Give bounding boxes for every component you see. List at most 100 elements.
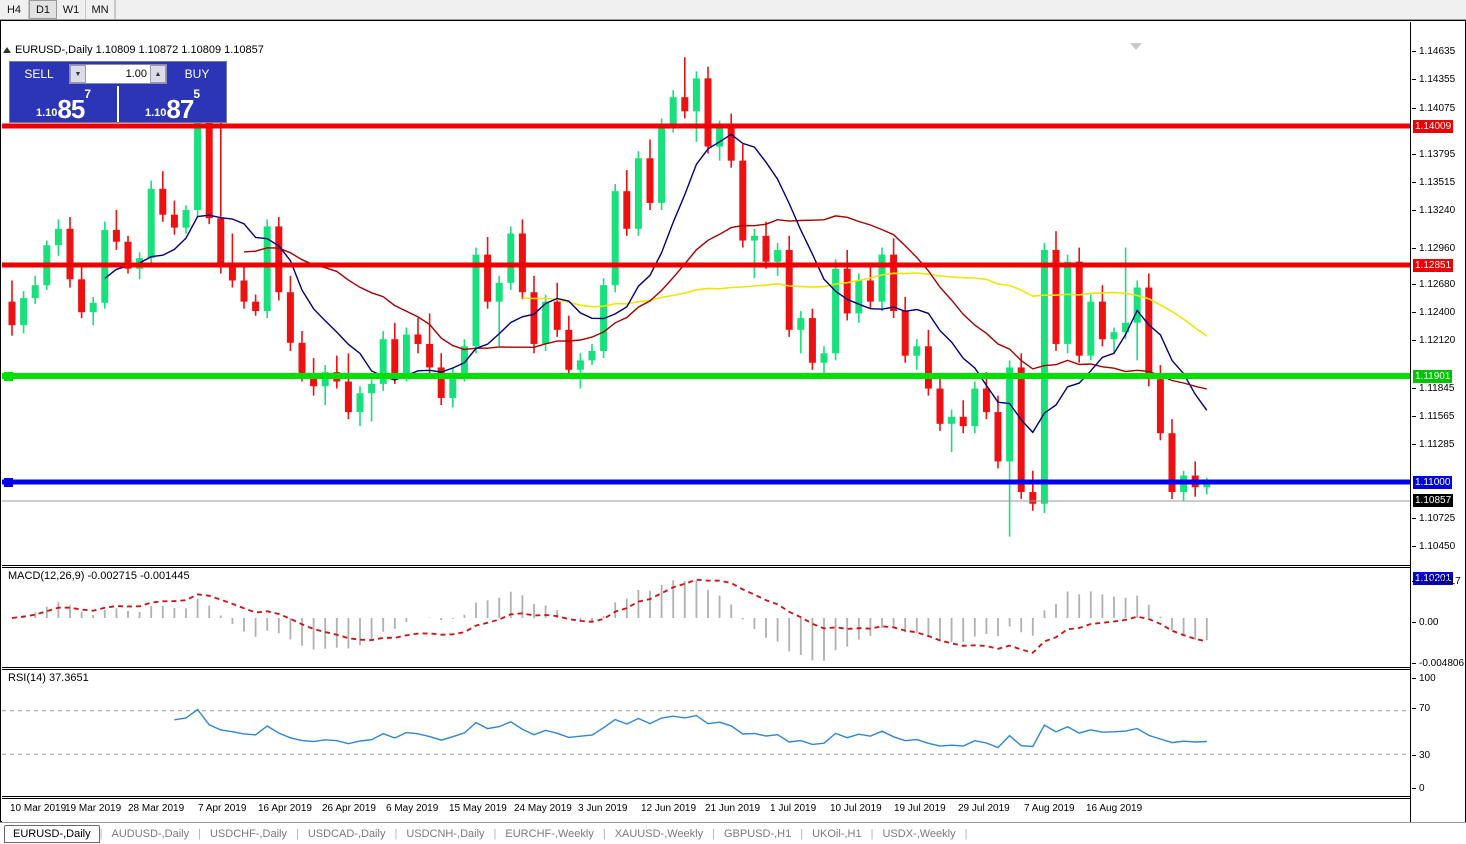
- candle-body: [948, 416, 956, 424]
- candle-body: [205, 108, 213, 219]
- chart-tab-ukoil--h1[interactable]: UKOil-,H1: [812, 827, 862, 840]
- sell-price-big: 85: [57, 94, 85, 124]
- level-1.10201[interactable]: 1.10201: [1413, 572, 1454, 585]
- timeframe-h4[interactable]: H4: [0, 0, 29, 19]
- candle-body: [194, 108, 202, 210]
- price-tick-label: 1.10450: [1419, 540, 1456, 552]
- candle-body: [646, 158, 654, 203]
- resistance-1.14009[interactable]: 1.14009: [1413, 120, 1454, 133]
- date-label: 6 May 2019: [386, 803, 439, 814]
- level-handle[interactable]: [4, 478, 13, 487]
- one-click-trading-panel[interactable]: SELL ▼ 1.00 ▲ BUY 1.10 85 7 1.10 87 5: [9, 61, 227, 123]
- chart-tab-gbpusd--h1[interactable]: GBPUSD-,H1: [723, 827, 792, 840]
- candle-body: [449, 374, 457, 398]
- chart-tab-usdx--weekly[interactable]: USDX-,Weekly: [882, 827, 956, 840]
- toolbar-empty-space: [115, 0, 1466, 19]
- candle-body: [936, 388, 944, 424]
- timeframe-mn[interactable]: MN: [86, 0, 115, 19]
- date-label: 19 Jul 2019: [894, 803, 946, 814]
- candle-body: [414, 334, 422, 344]
- lot-size-input[interactable]: ▼ 1.00 ▲: [69, 64, 167, 84]
- candle-body: [739, 160, 747, 241]
- buy-price-big: 87: [166, 94, 194, 124]
- chart-tab-usdchf--daily[interactable]: USDCHF-,Daily: [209, 827, 287, 840]
- oct-controls-row: SELL ▼ 1.00 ▲ BUY: [10, 62, 226, 86]
- price-pane[interactable]: [2, 22, 1410, 566]
- candle-body: [31, 285, 39, 299]
- date-label: 28 Mar 2019: [128, 803, 185, 814]
- level-1.11000[interactable]: 1.11000: [1413, 476, 1453, 489]
- candle-body: [1098, 301, 1106, 340]
- buy-button[interactable]: BUY: [168, 62, 226, 86]
- candle-body: [565, 329, 573, 370]
- sell-price-quote[interactable]: 1.10 85 7: [10, 86, 117, 122]
- price-scale[interactable]: 1.14635 1.14355 1.14075 1.13795 1.13515 1.132…: [1410, 22, 1465, 822]
- price-tick-label: 1.14355: [1419, 73, 1456, 85]
- price-tick: 1.13795: [1411, 148, 1466, 160]
- resistance-1.12851[interactable]: 1.12851: [1413, 259, 1454, 272]
- symbol-header: EURUSD-,Daily 1.10809 1.10872 1.10809 1.…: [3, 43, 264, 57]
- chart-tab-eurusd--daily[interactable]: EURUSD-,Daily: [4, 824, 100, 843]
- candle-body: [321, 372, 329, 387]
- candle-body: [994, 412, 1002, 462]
- buy-price-quote[interactable]: 1.10 87 5: [117, 86, 226, 122]
- candle-body: [658, 125, 666, 203]
- macd-tick: 0.004517: [1411, 575, 1466, 587]
- chart-frame: MACD(12,26,9) -0.002715 -0.001445 RSI(14…: [0, 20, 1466, 822]
- macd-histogram: [22, 580, 1208, 661]
- price-tick: 1.12680: [1411, 278, 1466, 290]
- buy-price-prefix: 1.10: [144, 107, 167, 119]
- chart-tab-usdcad--daily[interactable]: USDCAD-,Daily: [307, 827, 386, 840]
- date-label: 7 Aug 2019: [1024, 803, 1075, 814]
- chart-tab-eurchf--weekly[interactable]: EURCHF-,Weekly: [505, 827, 594, 840]
- macd-tick-label: 0.004517: [1419, 575, 1461, 587]
- candle-body: [240, 280, 248, 302]
- price-tick-label: 1.14635: [1419, 45, 1456, 57]
- chart-tab-usdcnh--daily[interactable]: USDCNH-,Daily: [406, 827, 485, 840]
- horizontal-level-lines[interactable]: [2, 123, 1410, 566]
- tab-separator: |: [870, 827, 874, 840]
- chart-tab-xauusd--weekly[interactable]: XAUUSD-,Weekly: [614, 827, 704, 840]
- rsi-tick: 100: [1411, 672, 1466, 684]
- date-scale[interactable]: 10 Mar 2019 19 Mar 2019 28 Mar 2019 7 Apr 2…: [2, 798, 1410, 822]
- price-chart-svg: [2, 57, 1410, 566]
- timeframe-d1[interactable]: D1: [29, 0, 57, 19]
- support-1.11901[interactable]: 1.11901: [1413, 370, 1453, 383]
- timeframe-w1[interactable]: W1: [57, 0, 86, 19]
- candle-body: [460, 346, 468, 375]
- last-price-1.10857[interactable]: 1.10857: [1413, 494, 1454, 507]
- candle-body: [1203, 482, 1211, 488]
- candle-body: [913, 346, 921, 356]
- candle-body: [1029, 491, 1037, 504]
- date-label: 16 Apr 2019: [258, 803, 312, 814]
- price-tick: 1.10450: [1411, 540, 1466, 552]
- candle-body: [437, 367, 445, 398]
- candle-body: [252, 301, 260, 312]
- level-handle[interactable]: [4, 372, 13, 381]
- lot-size-value[interactable]: 1.00: [86, 65, 150, 83]
- chart-tab-audusd--daily[interactable]: AUDUSD-,Daily: [111, 827, 190, 840]
- rsi-tick-label: 100: [1419, 672, 1436, 684]
- rsi-line: [174, 708, 1207, 749]
- candle-body: [78, 279, 86, 313]
- candle-body: [310, 374, 318, 387]
- price-tick-label: 1.12120: [1419, 334, 1456, 346]
- rsi-pane[interactable]: RSI(14) 37.3651: [2, 669, 1410, 797]
- date-label: 26 Apr 2019: [322, 803, 376, 814]
- macd-label: MACD(12,26,9) -0.002715 -0.001445: [8, 570, 190, 582]
- candle-body: [785, 249, 793, 330]
- lot-decrement-icon[interactable]: ▼: [70, 65, 86, 83]
- candle-body: [866, 280, 874, 302]
- candle-body: [1075, 261, 1083, 356]
- sell-button[interactable]: SELL: [10, 62, 68, 86]
- candle-body: [634, 158, 642, 229]
- moving-average-red: [243, 215, 1207, 390]
- candle-body: [20, 298, 28, 326]
- candle-body: [356, 393, 364, 413]
- chart-tab-bar[interactable]: EURUSD-,Daily | AUDUSD-,Daily | USDCHF-,Dail…: [0, 822, 1466, 844]
- date-label: 24 May 2019: [514, 803, 572, 814]
- oct-prices-row: 1.10 85 7 1.10 87 5: [10, 86, 226, 122]
- lot-increment-icon[interactable]: ▲: [150, 65, 166, 83]
- macd-pane[interactable]: MACD(12,26,9) -0.002715 -0.001445: [2, 567, 1410, 668]
- price-tick-label: 1.13240: [1419, 204, 1456, 216]
